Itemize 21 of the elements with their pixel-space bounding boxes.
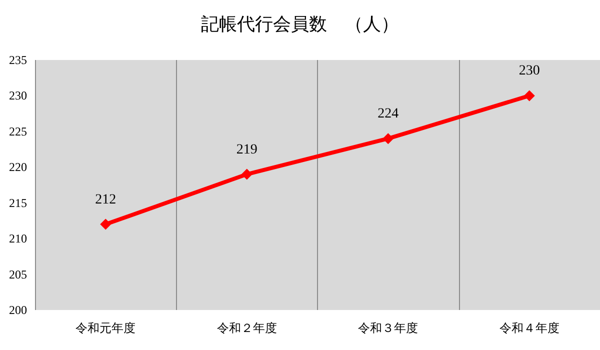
data-label: 224 (378, 106, 399, 122)
y-tick-label: 205 (9, 267, 27, 282)
data-label: 219 (236, 142, 258, 158)
y-tick-label: 235 (9, 53, 27, 67)
point (241, 168, 252, 180)
y-tick-label: 215 (9, 196, 27, 210)
x-tick-label: 令和２年度 (216, 321, 277, 335)
y-tick-label: 220 (9, 160, 27, 174)
y-tick-label: 200 (9, 303, 27, 317)
y-tick-label: 230 (9, 88, 27, 103)
point (524, 90, 535, 102)
data-label: 230 (518, 64, 540, 79)
point (100, 218, 112, 230)
y-tick-label: 225 (9, 124, 27, 138)
point (382, 133, 394, 144)
data-label: 212 (95, 192, 116, 208)
y-tick-label: 210 (9, 232, 27, 246)
x-tick-label: 令和４年度 (499, 321, 560, 335)
x-tick-label: 令和元年度 (76, 321, 136, 335)
chart-title: 記帳代行会員数 （人） (201, 14, 399, 34)
x-tick-label: 令和３年度 (358, 321, 418, 335)
